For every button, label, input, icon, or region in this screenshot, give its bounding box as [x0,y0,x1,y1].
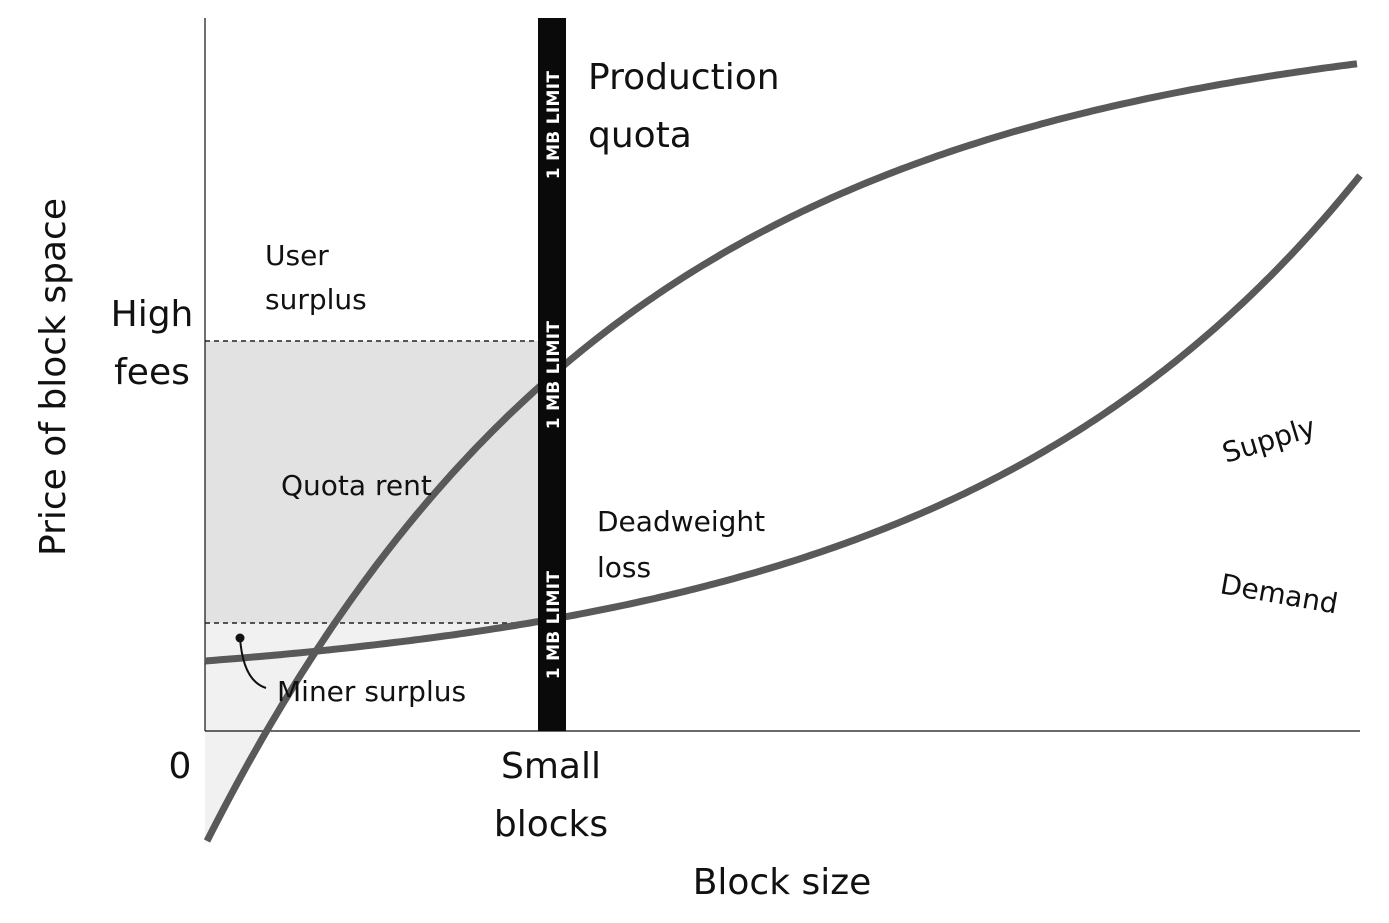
demand-label: Demand [1218,567,1341,620]
user-surplus-label: User [265,239,329,272]
quota-rent-label: Quota rent [281,469,432,502]
quota-bar-label: 1 MB LIMIT [544,71,564,180]
x-tick-label: 0 [169,746,192,787]
deadweight-loss-label: Deadweight [597,505,765,538]
deadweight-loss-label: loss [597,551,651,584]
y-axis-label: Price of block space [33,198,74,556]
demand-curve [203,60,1358,843]
miner-surplus-label: Miner surplus [277,675,466,708]
y-tick-label: fees [114,352,190,393]
quota-bar-label: 1 MB LIMIT [544,571,564,680]
quota-limit-bar [538,18,566,731]
quota-rent-area [205,341,540,623]
quota-bar-label: 1 MB LIMIT [544,321,564,430]
miner-surplus-pointer-dot [235,633,245,643]
x-tick-label: Small [501,746,601,787]
x-tick-label: blocks [494,804,608,845]
miner-surplus-pointer [239,637,267,689]
supply-curve [204,173,1363,665]
production-quota-label: quota [588,115,692,156]
y-tick-label: High [111,294,194,335]
user-surplus-label: surplus [265,283,367,316]
supply-label: Supply [1218,410,1319,469]
production-quota-label: Production [588,57,780,98]
x-axis-label: Block size [693,862,872,903]
